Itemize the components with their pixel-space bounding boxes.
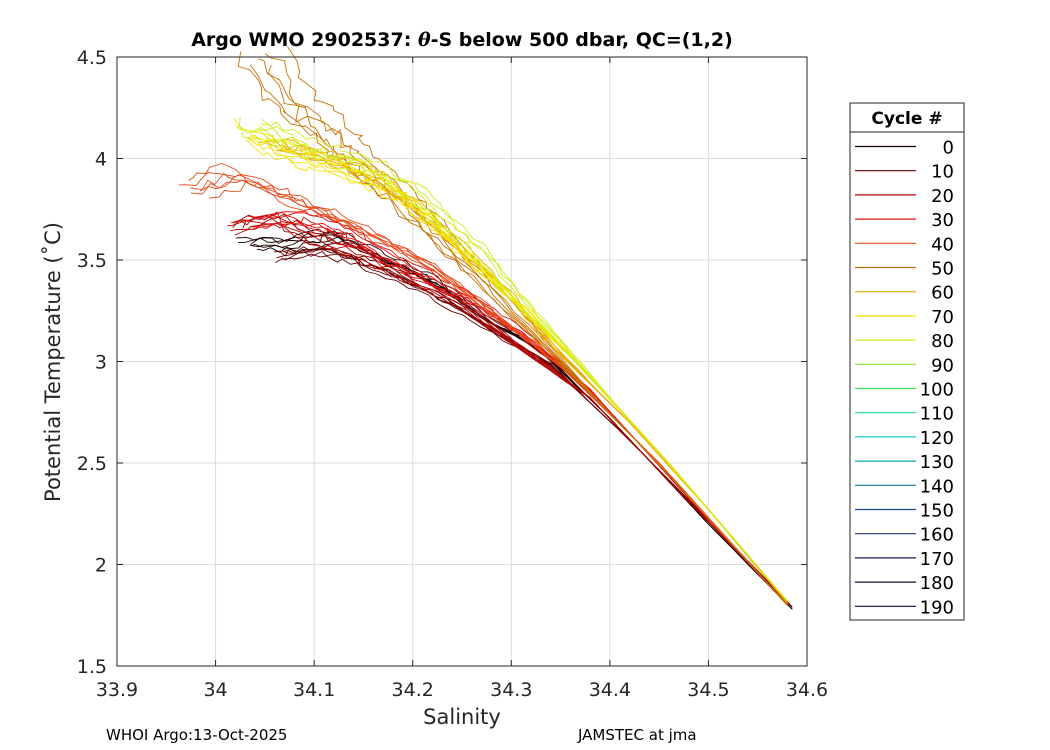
legend-label: 40 bbox=[931, 234, 954, 255]
title-part-1: Argo WMO 2902537: bbox=[191, 29, 418, 51]
chart-title: Argo WMO 2902537: θ-S below 500 dbar, QC… bbox=[191, 29, 733, 51]
series-lines bbox=[178, 46, 793, 610]
x-tick-label: 33.9 bbox=[96, 679, 138, 701]
legend-label: 0 bbox=[943, 138, 954, 159]
y-tick-label: 3 bbox=[95, 352, 107, 374]
y-tick-label: 3.5 bbox=[77, 250, 107, 272]
x-tick-label: 34.1 bbox=[293, 679, 335, 701]
series-line-cycle-40 bbox=[190, 173, 788, 606]
legend-label: 80 bbox=[931, 331, 954, 352]
y-tick-label: 4 bbox=[95, 149, 107, 171]
title-part-2: -S below 500 dbar, QC=(1,2) bbox=[431, 29, 733, 51]
x-axis-label: Salinity bbox=[423, 705, 501, 729]
legend-label: 140 bbox=[920, 476, 954, 497]
legend-label: 160 bbox=[920, 525, 954, 546]
x-tick-label: 34.6 bbox=[786, 679, 828, 701]
legend-title: Cycle # bbox=[871, 109, 942, 129]
legend-label: 10 bbox=[931, 162, 954, 183]
footer-left: WHOI Argo:13-Oct-2025 bbox=[106, 726, 288, 744]
x-tick-label: 34.3 bbox=[490, 679, 532, 701]
y-tick-label: 2.5 bbox=[77, 453, 107, 475]
legend-label: 90 bbox=[931, 355, 954, 376]
legend-label: 110 bbox=[920, 404, 954, 425]
legend-label: 100 bbox=[920, 380, 954, 401]
legend-label: 70 bbox=[931, 307, 954, 328]
legend: Cycle # 0 10 20 30 40 50 60 70 80 90 100 110 120 130 1… bbox=[849, 102, 965, 621]
y-tick-label: 1.5 bbox=[77, 656, 107, 678]
footer-right: JAMSTEC at jma bbox=[578, 726, 697, 744]
y-tick-label: 4.5 bbox=[77, 47, 107, 69]
legend-label: 130 bbox=[920, 452, 954, 473]
y-tick-label: 2 bbox=[95, 555, 107, 577]
series-line-cycle-70 bbox=[246, 139, 788, 602]
legend-label: 60 bbox=[931, 283, 954, 304]
y-axis-label: Potential Temperature (˚C) bbox=[41, 222, 65, 502]
legend-label: 50 bbox=[931, 259, 954, 280]
legend-label: 190 bbox=[920, 597, 954, 618]
legend-label: 120 bbox=[920, 428, 954, 449]
x-tick-label: 34.4 bbox=[589, 679, 631, 701]
legend-label: 170 bbox=[920, 549, 954, 570]
x-tick-label: 34.5 bbox=[687, 679, 729, 701]
x-tick-label: 34.2 bbox=[392, 679, 434, 701]
legend-entries: 0 10 20 30 40 50 60 70 80 90 100 110 120 130 140 150 160… bbox=[855, 138, 954, 618]
x-tick-labels: 33.9 34 34.1 34.2 34.3 34.4 34.5 34.6 bbox=[96, 679, 828, 701]
x-tick-label: 34 bbox=[203, 679, 227, 701]
legend-label: 20 bbox=[931, 186, 954, 207]
series-line-cycle-10 bbox=[273, 246, 793, 608]
tick-marks bbox=[116, 56, 808, 667]
legend-label: 30 bbox=[931, 210, 954, 231]
legend-label: 150 bbox=[920, 501, 954, 522]
y-tick-labels: 1.5 2 2.5 3 3.5 4 4.5 bbox=[77, 47, 107, 678]
series-line-cycle-80 bbox=[258, 125, 788, 602]
title-theta: θ bbox=[418, 29, 431, 51]
legend-label: 180 bbox=[920, 573, 954, 594]
